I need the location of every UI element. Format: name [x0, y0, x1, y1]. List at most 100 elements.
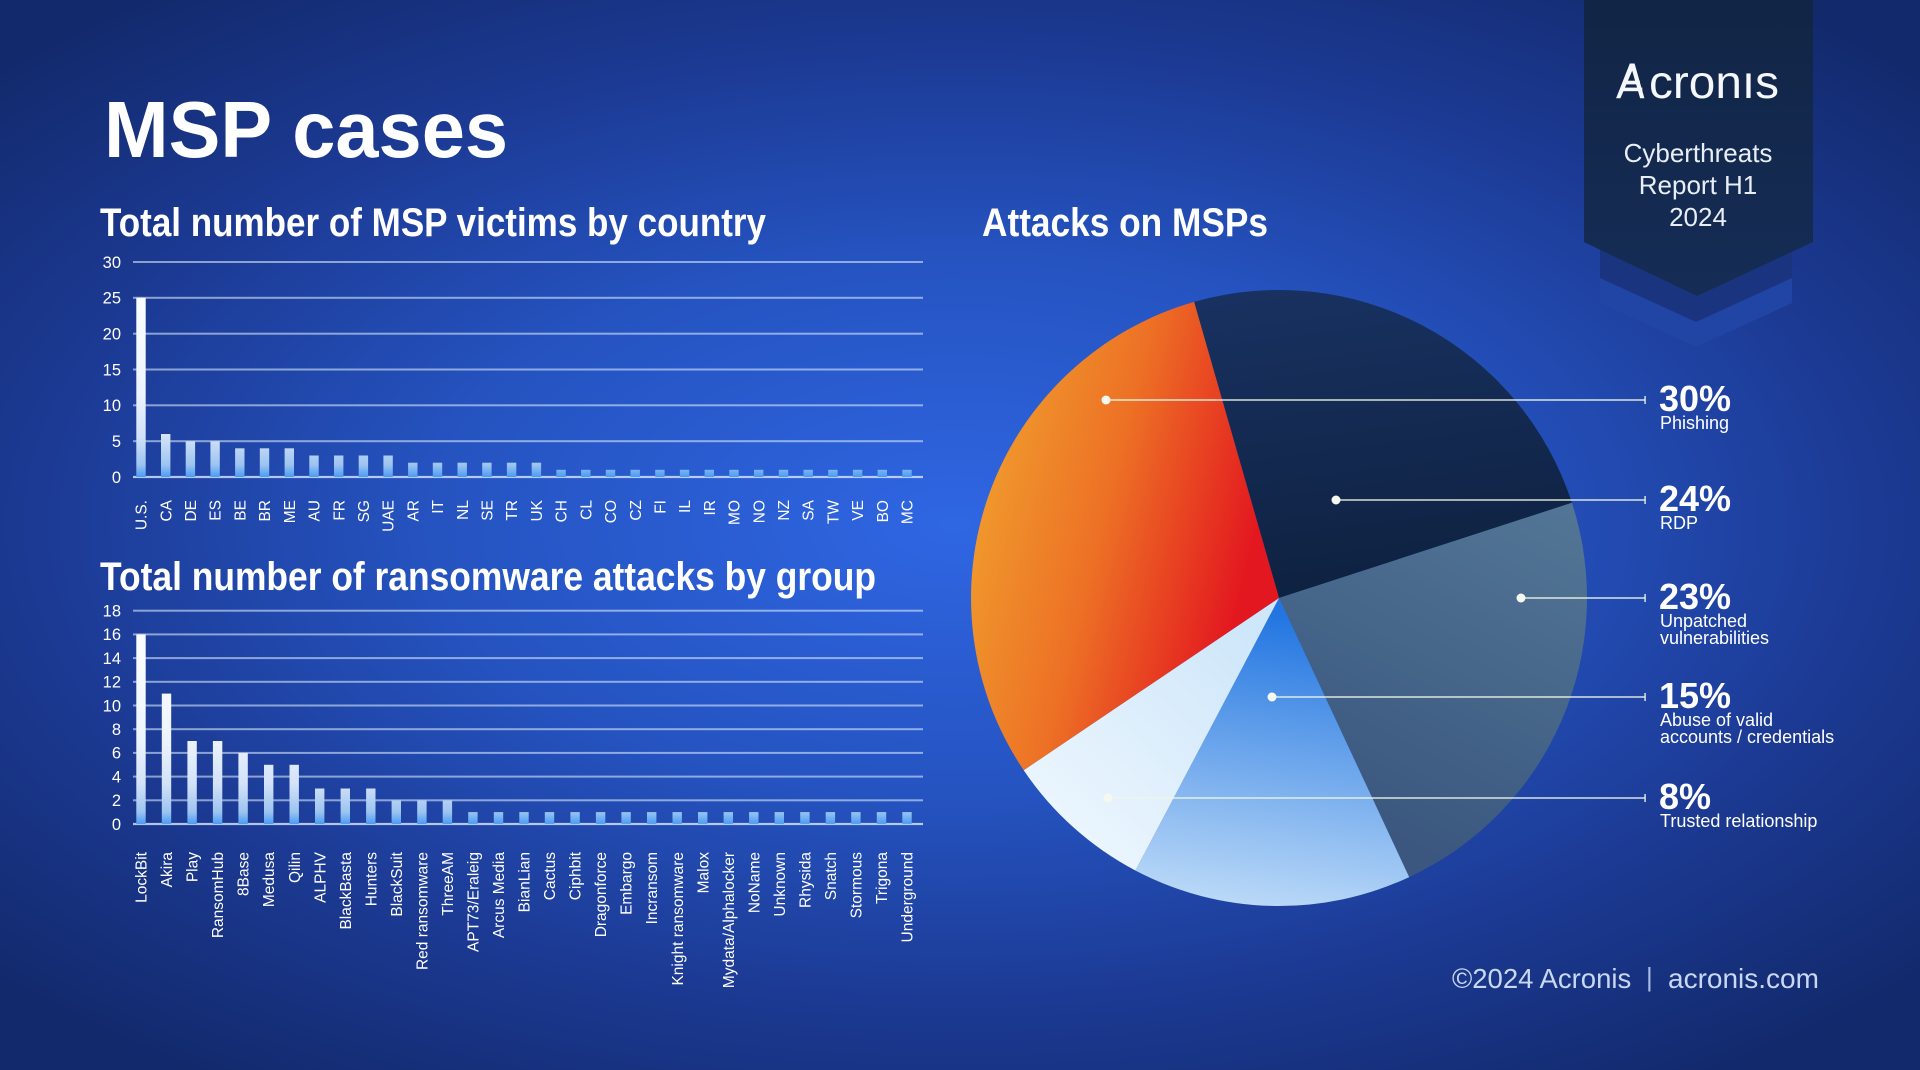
- svg-text:BlackBasta: BlackBasta: [338, 852, 355, 930]
- svg-text:TR: TR: [504, 500, 521, 521]
- svg-text:Red ransomware: Red ransomware: [414, 852, 431, 970]
- svg-text:8: 8: [112, 721, 121, 739]
- svg-text:8Base: 8Base: [236, 852, 253, 896]
- svg-text:|: |: [1646, 962, 1653, 992]
- svg-text:15%: 15%: [1659, 675, 1731, 716]
- svg-text:BO: BO: [875, 500, 892, 522]
- svg-text:Dragonforce: Dragonforce: [593, 852, 610, 937]
- svg-text:Hunters: Hunters: [363, 852, 380, 907]
- svg-text:Cactus: Cactus: [542, 852, 559, 900]
- svg-text:14: 14: [103, 650, 121, 668]
- svg-text:10: 10: [103, 397, 121, 415]
- svg-text:ES: ES: [208, 500, 225, 521]
- svg-text:Arcus Media: Arcus Media: [491, 852, 508, 939]
- svg-text:FR: FR: [331, 500, 348, 521]
- svg-text:10: 10: [103, 697, 121, 715]
- svg-text:MO: MO: [727, 500, 744, 525]
- svg-text:23%: 23%: [1659, 576, 1731, 617]
- svg-text:Malox: Malox: [695, 852, 712, 894]
- svg-text:MSP cases: MSP cases: [104, 85, 508, 174]
- svg-text:24%: 24%: [1659, 478, 1731, 519]
- svg-text:Underground: Underground: [900, 852, 917, 942]
- svg-text:Snatch: Snatch: [823, 852, 840, 900]
- svg-text:CH: CH: [554, 500, 571, 522]
- svg-text:Attacks on MSPs: Attacks on MSPs: [982, 201, 1268, 245]
- svg-text:NO: NO: [751, 500, 768, 523]
- svg-text:Total number of MSP victims by: Total number of MSP victims by country: [100, 201, 767, 245]
- svg-text:BlackSuit: BlackSuit: [389, 851, 406, 916]
- svg-text:TW: TW: [826, 500, 843, 524]
- svg-text:12: 12: [103, 674, 121, 692]
- svg-text:Qilin: Qilin: [287, 852, 304, 883]
- svg-text:AU: AU: [307, 500, 324, 522]
- svg-text:CO: CO: [603, 500, 620, 523]
- svg-text:IR: IR: [702, 500, 719, 516]
- svg-text:ThreeAM: ThreeAM: [440, 852, 457, 916]
- svg-text:0: 0: [112, 816, 121, 834]
- svg-text:VE: VE: [850, 500, 867, 521]
- svg-text:NL: NL: [455, 500, 472, 520]
- svg-text:Mydata/Alphalocker: Mydata/Alphalocker: [721, 852, 738, 988]
- svg-text:30%: 30%: [1659, 378, 1731, 419]
- svg-text:vulnerabilities: vulnerabilities: [1660, 628, 1769, 648]
- svg-text:18: 18: [103, 603, 121, 621]
- svg-text:AR: AR: [405, 500, 422, 522]
- svg-text:U.S.: U.S.: [134, 500, 151, 530]
- svg-text:Report H1: Report H1: [1639, 170, 1758, 200]
- svg-text:Cyberthreats: Cyberthreats: [1624, 138, 1773, 168]
- svg-text:CA: CA: [158, 499, 175, 521]
- svg-text:Abuse of valid: Abuse of valid: [1660, 710, 1773, 730]
- svg-text:©2024 Acronis: ©2024 Acronis: [1452, 963, 1631, 994]
- svg-text:RDP: RDP: [1660, 513, 1698, 533]
- svg-text:Play: Play: [185, 852, 202, 882]
- svg-text:Rhysida: Rhysida: [797, 852, 814, 908]
- svg-text:4: 4: [112, 768, 121, 786]
- svg-text:MC: MC: [900, 500, 917, 524]
- svg-text:Unpatched: Unpatched: [1660, 611, 1747, 631]
- svg-text:DE: DE: [183, 500, 200, 522]
- svg-text:Trigona: Trigona: [874, 852, 891, 904]
- svg-text:CL: CL: [578, 500, 595, 520]
- svg-text:IT: IT: [430, 499, 447, 513]
- svg-text:2: 2: [112, 792, 121, 810]
- svg-text:8%: 8%: [1659, 776, 1711, 817]
- svg-text:UAE: UAE: [381, 500, 398, 532]
- svg-text:Unknown: Unknown: [772, 852, 789, 917]
- svg-text:Phishing: Phishing: [1660, 413, 1729, 433]
- svg-text:Knight ransomware: Knight ransomware: [670, 852, 687, 986]
- svg-text:30: 30: [103, 254, 121, 272]
- svg-text:LockBit: LockBit: [134, 851, 151, 903]
- svg-text:SA: SA: [801, 499, 818, 520]
- svg-text:6: 6: [112, 745, 121, 763]
- svg-text:CZ: CZ: [628, 500, 645, 521]
- svg-text:Akira: Akira: [159, 852, 176, 888]
- svg-text:ALPHV: ALPHV: [312, 851, 329, 902]
- svg-text:Ciphbit: Ciphbit: [568, 851, 585, 900]
- svg-text:BianLian: BianLian: [517, 852, 534, 912]
- svg-text:IL: IL: [677, 500, 694, 513]
- svg-text:Embargo: Embargo: [619, 852, 636, 915]
- svg-text:NZ: NZ: [776, 500, 793, 521]
- svg-text:RansomHub: RansomHub: [210, 852, 227, 938]
- svg-text:APT73/Eraleig: APT73/Eraleig: [466, 852, 483, 952]
- svg-text:NoName: NoName: [746, 852, 763, 913]
- svg-text:0: 0: [112, 469, 121, 487]
- svg-text:16: 16: [103, 626, 121, 644]
- svg-text:SG: SG: [356, 500, 373, 522]
- svg-text:Incransom: Incransom: [644, 852, 661, 924]
- svg-text:accounts / credentials: accounts / credentials: [1660, 727, 1834, 747]
- svg-text:UK: UK: [529, 499, 546, 521]
- svg-text:BE: BE: [232, 500, 249, 521]
- svg-text:BR: BR: [257, 500, 274, 522]
- svg-text:Total number of ransomware att: Total number of ransomware attacks by gr…: [100, 555, 876, 599]
- svg-text:SE: SE: [480, 500, 497, 521]
- svg-text:Trusted relationship: Trusted relationship: [1660, 811, 1817, 831]
- svg-text:Medusa: Medusa: [261, 852, 278, 908]
- svg-text:2024: 2024: [1669, 202, 1727, 232]
- svg-text:cronıs: cronıs: [1649, 56, 1779, 108]
- svg-text:ME: ME: [282, 500, 299, 523]
- svg-text:FI: FI: [653, 500, 670, 514]
- svg-text:5: 5: [112, 433, 121, 451]
- svg-text:Stormous: Stormous: [849, 852, 866, 919]
- svg-text:25: 25: [103, 290, 121, 308]
